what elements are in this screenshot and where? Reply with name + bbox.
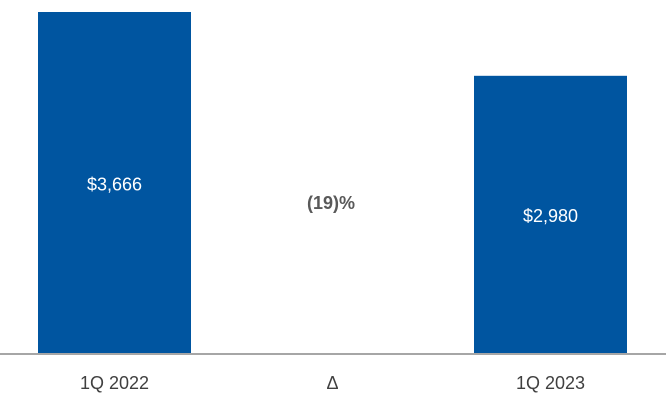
bar: [38, 12, 191, 353]
x-tick-label: 1Q 2022: [80, 373, 149, 393]
value-label: $3,666: [87, 174, 142, 194]
value-label: $2,980: [523, 206, 578, 226]
change-annotation: (19)%: [307, 193, 355, 213]
x-tick-label: Δ: [326, 373, 338, 393]
x-tick-label: 1Q 2023: [516, 373, 585, 393]
bar: [474, 75, 627, 353]
